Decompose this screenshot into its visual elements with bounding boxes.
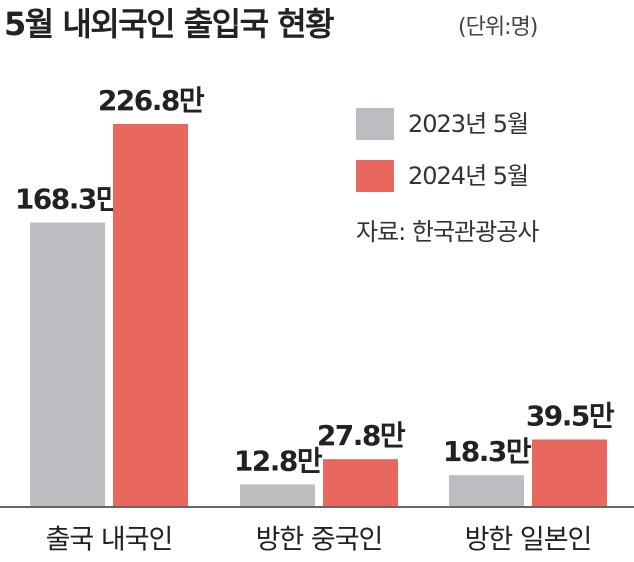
- legend-label: 2024년 5월: [408, 162, 528, 190]
- source: 자료: 한국관광공사: [356, 218, 539, 246]
- legend-label: 2023년 5월: [408, 110, 528, 138]
- value-label: 39.5만: [526, 399, 615, 432]
- bar: [449, 475, 524, 506]
- chart-subtitle: (단위:명): [458, 15, 537, 40]
- legend-swatch: [356, 160, 394, 192]
- value-label: 27.8만: [317, 419, 406, 452]
- x-tick-label: 방한 중국인: [256, 525, 383, 556]
- x-tick-label: 출국 내국인: [46, 525, 173, 556]
- value-label: 168.3만: [15, 183, 122, 216]
- value-label: 226.8만: [98, 84, 205, 117]
- bar: [532, 439, 607, 506]
- value-label: 18.3만: [443, 435, 532, 468]
- value-label: 12.8만: [234, 444, 323, 477]
- chart-title: 5월 내외국인 출입국 현황: [4, 5, 334, 43]
- bar: [30, 222, 105, 507]
- x-tick-label: 방한 일본인: [465, 525, 592, 556]
- bar: [323, 459, 398, 506]
- legend-swatch: [356, 108, 394, 140]
- bar: [113, 124, 188, 506]
- bar: [240, 484, 315, 506]
